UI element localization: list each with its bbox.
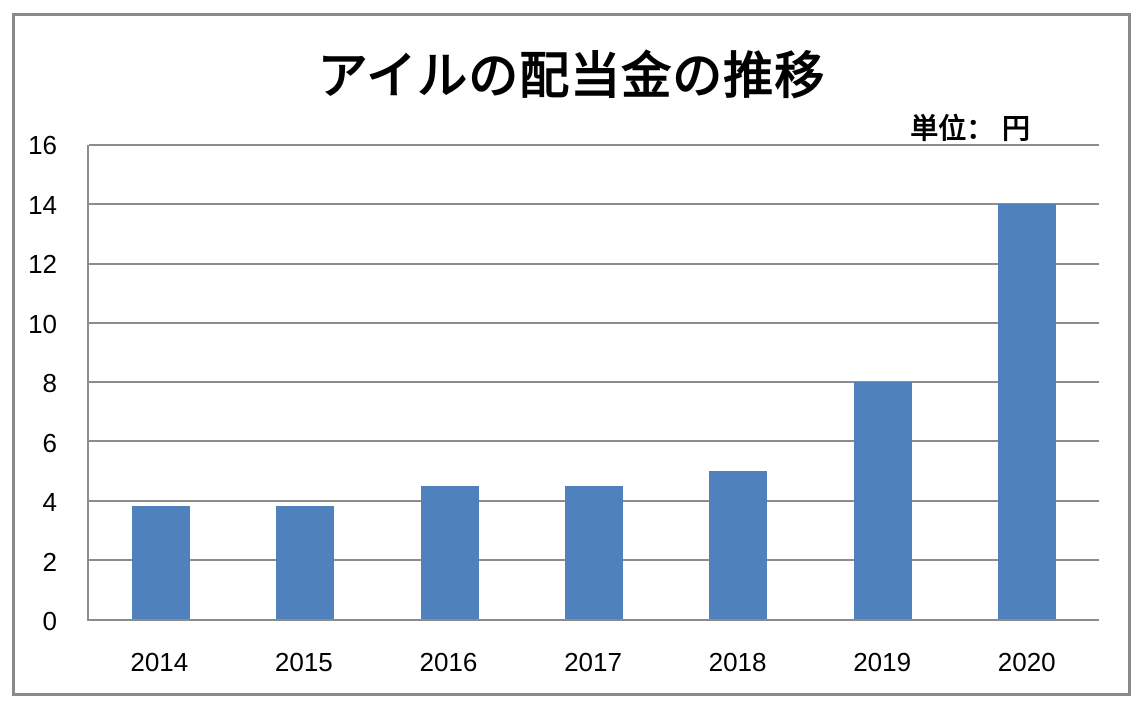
y-axis-label-8: 8 [42,368,57,398]
x-axis-label-2017: 2017 [564,647,622,677]
gridline-y-14 [89,203,1099,206]
bar-2018 [709,470,768,619]
x-axis-label-2014: 2014 [130,647,189,677]
y-axis-label-4: 4 [42,487,57,517]
x-axis-label-2015: 2015 [274,647,333,677]
y-axis-label-2: 2 [42,546,57,577]
y-axis-label-0: 0 [42,606,57,636]
bar-2020 [997,204,1056,619]
chart-frame: アイルの配当金の推移 単位： 円 0 2 4 6 8 10 12 14 16 2014 2015 2… [12,13,1131,696]
y-axis-label-6: 6 [42,427,57,458]
y-axis-label-12: 12 [28,249,57,279]
gridline-y-16 [89,144,1099,146]
x-axis-label-2016: 2016 [419,647,478,677]
gridline-y-6 [89,440,1099,443]
x-axis-labels: 2014 2015 2016 2017 2018 2019 2020 [87,646,1099,680]
x-axis-label-2019: 2019 [853,647,912,677]
x-axis-label-2018: 2018 [708,647,767,677]
bar-2015 [276,506,335,619]
y-axis-label-10: 10 [28,308,57,339]
bar-2016 [420,485,479,619]
y-axis-label-16: 16 [28,130,57,160]
plot-area [87,144,1099,621]
gridline-y-8 [89,381,1099,383]
x-axis-label-2020: 2020 [997,647,1056,677]
gridline-y-10 [89,321,1099,324]
gridline-y-12 [89,262,1099,265]
y-axis-label-14: 14 [28,189,57,220]
bar-2014 [132,506,191,619]
bar-2019 [853,382,912,619]
bar-2017 [565,485,623,619]
unit-label: 単位： 円 [910,113,1030,144]
chart-title: アイルの配当金の推移 [317,48,826,104]
